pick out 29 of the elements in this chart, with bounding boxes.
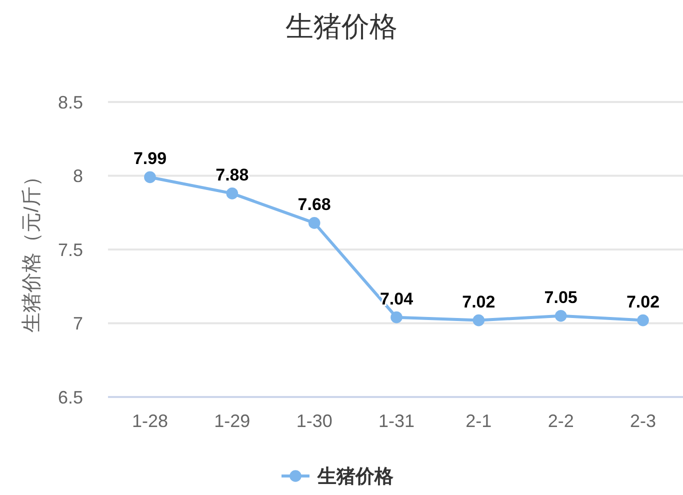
x-tick-label: 2-2 — [548, 411, 574, 431]
x-tick-label: 1-31 — [378, 411, 415, 431]
data-label: 7.68 — [298, 194, 331, 214]
point — [472, 314, 485, 326]
point — [390, 311, 402, 324]
point — [554, 310, 567, 322]
x-tick-label: 1-28 — [132, 411, 168, 431]
data-label: 7.99 — [133, 149, 167, 168]
y-tick-label: 7 — [72, 314, 83, 334]
x-tick-label: 1-30 — [296, 411, 332, 431]
y-tick-label: 8.5 — [58, 92, 83, 112]
data-label: 7.02 — [626, 292, 660, 312]
legend-label: 生猪价格 — [316, 466, 394, 488]
y-axis-title: 生猪价格（元/斤） — [21, 166, 43, 332]
data-label: 7.05 — [544, 288, 578, 307]
y-tick-label: 6.5 — [58, 387, 83, 408]
point — [637, 314, 649, 326]
data-label: 7.02 — [462, 292, 496, 312]
point — [308, 217, 320, 229]
x-tick-label: 1-29 — [214, 411, 250, 431]
data-label: 7.04 — [380, 289, 414, 308]
y-tick-label: 7.5 — [58, 240, 83, 260]
data-label: 7.88 — [216, 165, 249, 184]
point — [226, 188, 238, 200]
x-tick-label: 2-1 — [466, 411, 492, 431]
point — [144, 171, 156, 184]
x-tick-label: 2-3 — [630, 411, 656, 431]
y-tick-label: 8 — [72, 166, 83, 186]
chart-title: 生猪价格 — [286, 11, 398, 42]
